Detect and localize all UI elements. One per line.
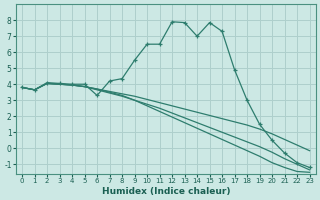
X-axis label: Humidex (Indice chaleur): Humidex (Indice chaleur) <box>101 187 230 196</box>
